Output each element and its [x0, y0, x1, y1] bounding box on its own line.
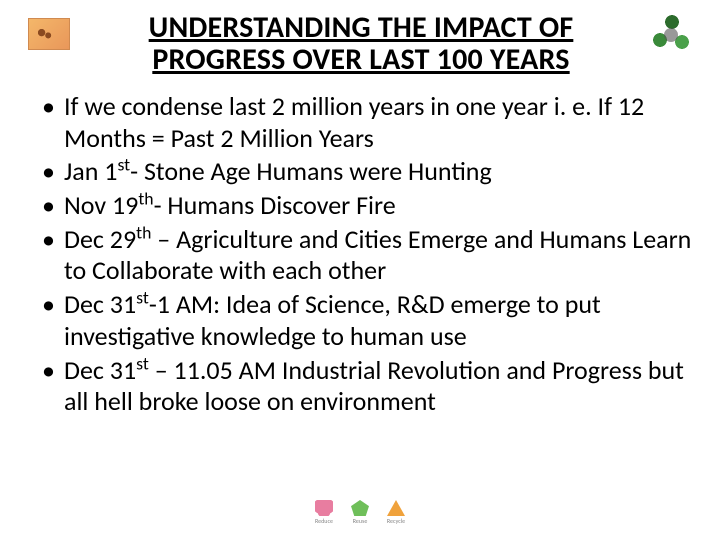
slide-title: UNDERSTANDING THE IMPACT OF PROGRESS OVE…: [76, 12, 646, 77]
title-line-2: PROGRESS OVER LAST 100 YEARS: [152, 41, 569, 78]
bullet-item: Jan 1st- Stone Age Humans were Hunting: [64, 156, 692, 188]
footer-icon-label: Reuse: [353, 517, 368, 525]
bullet-item: If we condense last 2 million years in o…: [64, 91, 692, 154]
bullet-text: Dec 31: [64, 354, 136, 386]
bullet-text: – 11.05 AM Industrial Revolution and Pro…: [64, 354, 684, 418]
footer-icon: Recycle: [382, 500, 410, 525]
bullet-text: - Humans Discover Fire: [154, 189, 396, 221]
bullet-text: Dec 31: [64, 288, 136, 320]
footer-icon-row: Reduce Reuse Recycle: [300, 500, 420, 534]
winning-edge-logo: [28, 18, 70, 50]
bullet-text: - Stone Age Humans were Hunting: [130, 155, 492, 187]
ordinal-suffix: th: [138, 187, 153, 209]
bullet-text: Dec 29: [64, 223, 136, 255]
bullet-text: If we condense last 2 million years in o…: [64, 90, 644, 154]
bullet-text: Nov 19: [64, 189, 138, 221]
bullet-item: Dec 31st – 11.05 AM Industrial Revolutio…: [64, 355, 692, 418]
bullet-text: Jan 1: [64, 155, 117, 187]
ordinal-suffix: st: [136, 286, 149, 308]
footer-icon-label: Reduce: [315, 517, 333, 525]
footer-icon-label: Recycle: [387, 517, 405, 525]
bullet-text: – Agriculture and Cities Emerge and Huma…: [64, 223, 691, 287]
recycle-center-icon: [664, 28, 678, 42]
ordinal-suffix: st: [117, 154, 130, 176]
bullet-item: Dec 31st-1 AM: Idea of Science, R&D emer…: [64, 289, 692, 352]
reuse-icon: [351, 500, 369, 516]
bullet-item: Nov 19th- Humans Discover Fire: [64, 190, 692, 222]
reduce-icon: [315, 500, 333, 516]
ordinal-suffix: th: [136, 221, 151, 243]
recycle-icon: [652, 14, 692, 54]
bullet-item: Dec 29th – Agriculture and Cities Emerge…: [64, 224, 692, 287]
recycle-icon: [387, 500, 405, 516]
bullet-list: If we condense last 2 million years in o…: [28, 91, 692, 418]
footer-icon: Reduce: [310, 500, 338, 525]
ordinal-suffix: st: [136, 352, 149, 374]
footer-icon: Reuse: [346, 500, 374, 525]
slide: UNDERSTANDING THE IMPACT OF PROGRESS OVE…: [0, 0, 720, 540]
header-row: UNDERSTANDING THE IMPACT OF PROGRESS OVE…: [28, 12, 692, 77]
